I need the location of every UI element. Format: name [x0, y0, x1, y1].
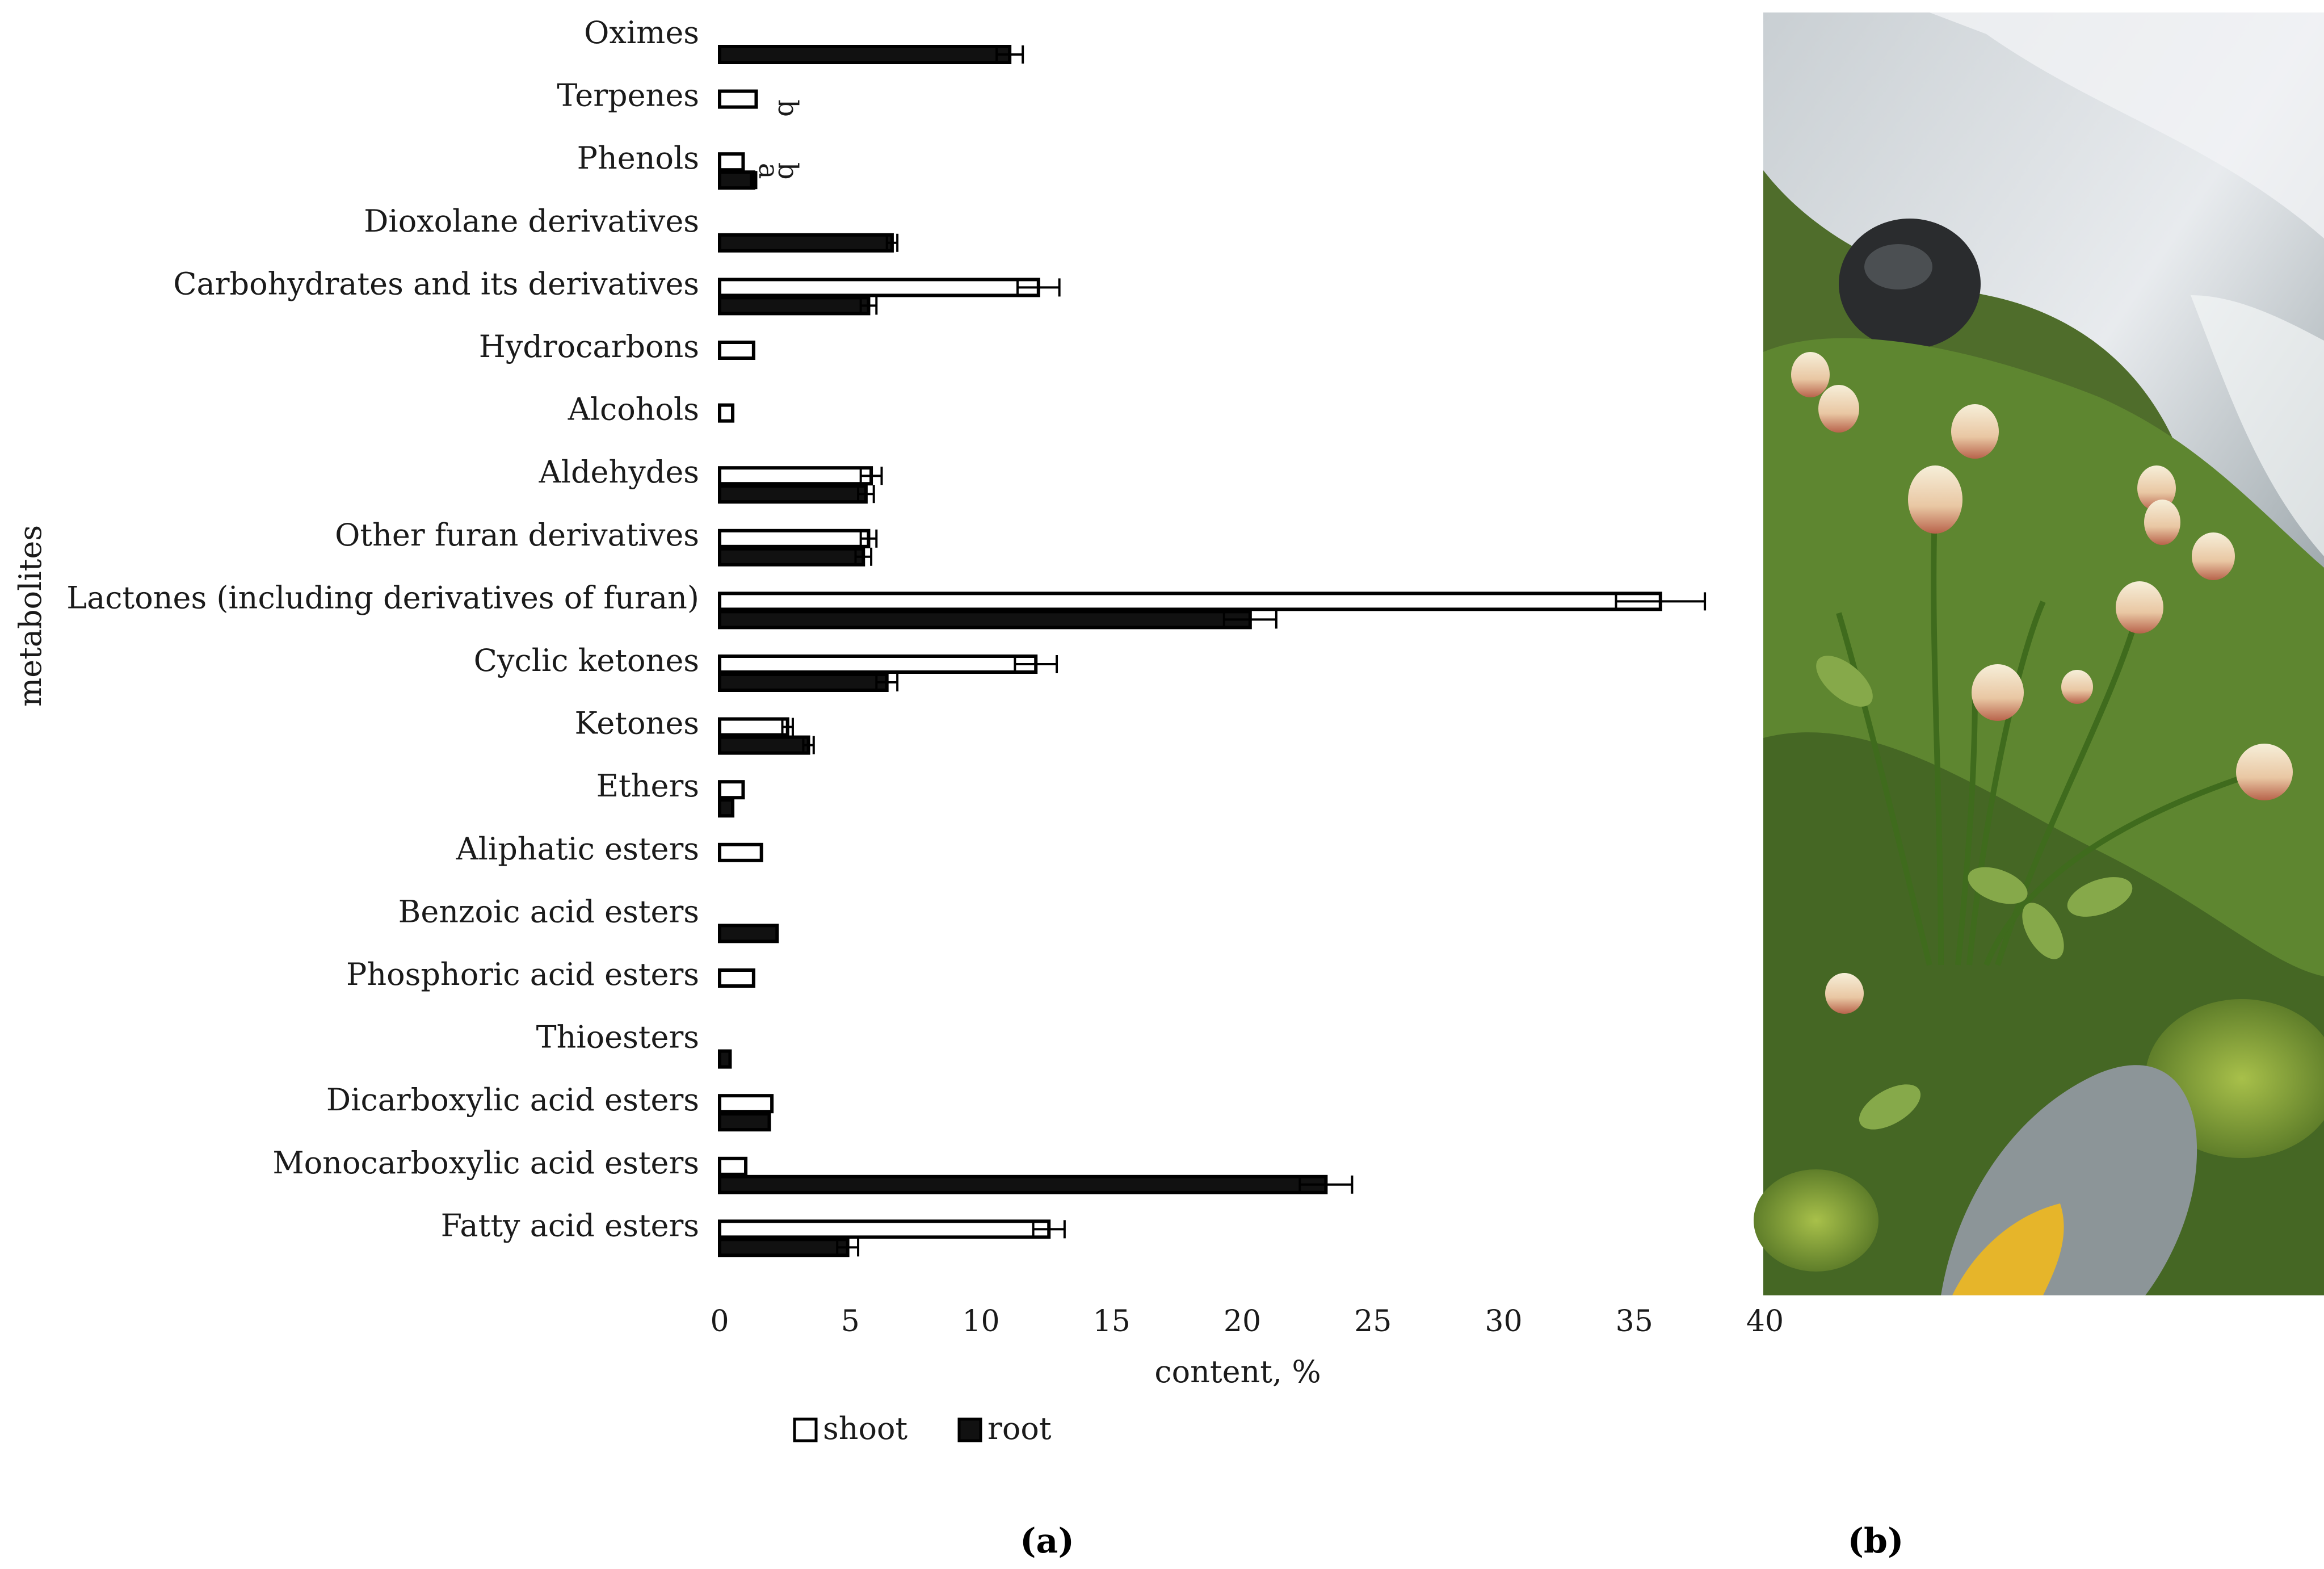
bar-root-oximes — [718, 45, 1012, 64]
bar-root-benzoic-acid-esters — [718, 924, 779, 943]
category-label-benzoic-acid-esters: Benzoic acid esters — [398, 893, 699, 929]
bar-root-dioxolane-derivatives — [718, 233, 894, 253]
bar-root-fatty-acid-esters — [718, 1237, 850, 1257]
category-label-other-furan-derivatives: Other furan derivatives — [335, 517, 699, 553]
category-label-dioxolane-derivatives: Dioxolane derivatives — [364, 203, 699, 239]
category-label-terpenes: Terpenes — [557, 78, 699, 114]
category-label-ethers: Ethers — [596, 768, 699, 804]
x-tick-label-15: 15 — [1093, 1304, 1131, 1339]
bar-shoot-cyclic-ketones — [718, 655, 1038, 674]
x-axis-ticks: 0 5 10 15 20 25 30 35 40 — [710, 1304, 1784, 1339]
panel-label-a: (a) — [1020, 1521, 1074, 1561]
plant-photo: (b) — [1754, 12, 2324, 1561]
bar-root-lactones-including-derivatives-of-furan — [718, 610, 1252, 630]
bar-shoot-phenols — [718, 152, 745, 172]
bar-shoot-terpenes — [718, 89, 758, 109]
legend-swatch-root — [957, 1417, 982, 1442]
significance-letter-phenols: b — [772, 162, 804, 180]
bar-root-dicarboxylic-acid-esters — [718, 1112, 771, 1132]
bar-shoot-fatty-acid-esters — [718, 1219, 1051, 1239]
y-axis-title: metabolites — [12, 525, 48, 707]
bar-shoot-hydrocarbons — [718, 341, 755, 360]
bar-root-carbohydrates-and-its-derivatives — [718, 296, 871, 316]
category-label-phosphoric-acid-esters: Phosphoric acid esters — [346, 956, 699, 992]
category-label-alcohols: Alcohols — [568, 392, 699, 427]
bar-root-cyclic-ketones — [718, 673, 889, 692]
bar-shoot-lactones-including-derivatives-of-furan — [718, 591, 1662, 611]
category-label-lactones-including-derivatives-of-furan: Lactones (including derivatives of furan… — [66, 580, 699, 615]
x-tick-label-40: 40 — [1746, 1304, 1784, 1339]
significance-letter-terpenes: b — [772, 99, 804, 117]
bar-root-other-furan-derivatives — [718, 547, 865, 567]
bars-layer: bab — [718, 45, 1707, 1257]
panel-label-b: (b) — [1848, 1521, 1904, 1561]
bar-shoot-other-furan-derivatives — [718, 528, 871, 548]
category-label-monocarboxylic-acid-esters: Monocarboxylic acid esters — [272, 1145, 699, 1181]
bar-shoot-carbohydrates-and-its-derivatives — [718, 278, 1040, 297]
category-label-hydrocarbons: Hydrocarbons — [479, 329, 699, 364]
bar-shoot-dicarboxylic-acid-esters — [718, 1094, 774, 1114]
category-label-carbohydrates-and-its-derivatives: Carbohydrates and its derivatives — [173, 266, 699, 301]
x-tick-label-10: 10 — [962, 1304, 999, 1339]
category-label-fatty-acid-esters: Fatty acid esters — [441, 1207, 699, 1243]
legend-swatch-shoot — [793, 1417, 818, 1442]
bar-root-ketones — [718, 735, 810, 755]
x-tick-label-20: 20 — [1224, 1304, 1261, 1339]
category-label-thioesters: Thioesters — [536, 1020, 699, 1055]
category-label-phenols: Phenols — [577, 140, 699, 176]
category-label-ketones: Ketones — [574, 706, 699, 741]
category-label-cyclic-ketones: Cyclic ketones — [474, 643, 699, 678]
bar-shoot-ethers — [718, 780, 745, 800]
bar-shoot-monocarboxylic-acid-esters — [718, 1156, 748, 1176]
x-tick-label-0: 0 — [710, 1304, 729, 1339]
bar-shoot-alcohols — [718, 403, 735, 423]
x-axis-title: content, % — [1154, 1354, 1321, 1390]
bar-shoot-ketones — [718, 717, 789, 737]
category-label-aldehydes: Aldehydes — [539, 454, 699, 490]
x-tick-label-35: 35 — [1616, 1304, 1653, 1339]
legend-label-root: root — [987, 1411, 1052, 1446]
significance-letter-phenols: a — [753, 163, 784, 179]
bar-root-monocarboxylic-acid-esters — [718, 1174, 1328, 1194]
bar-shoot-phosphoric-acid-esters — [718, 968, 755, 988]
bar-shoot-aliphatic-esters — [718, 842, 763, 862]
category-label-dicarboxylic-acid-esters: Dicarboxylic acid esters — [326, 1082, 699, 1118]
x-tick-label-5: 5 — [841, 1304, 860, 1339]
category-label-oximes: Oximes — [584, 15, 699, 51]
x-tick-label-30: 30 — [1485, 1304, 1522, 1339]
bar-root-aldehydes — [718, 484, 868, 504]
legend-label-shoot: shoot — [823, 1411, 908, 1446]
legend: shoot root — [793, 1411, 1052, 1446]
bar-shoot-aldehydes — [718, 466, 873, 486]
bar-root-phenols — [718, 170, 755, 190]
category-labels: Oximes Terpenes Phenols Dioxolane derivativ… — [66, 15, 699, 1243]
bar-root-thioesters — [718, 1049, 732, 1069]
bar-root-ethers — [718, 798, 735, 818]
category-label-aliphatic-esters: Aliphatic esters — [456, 831, 699, 867]
x-tick-label-25: 25 — [1354, 1304, 1392, 1339]
